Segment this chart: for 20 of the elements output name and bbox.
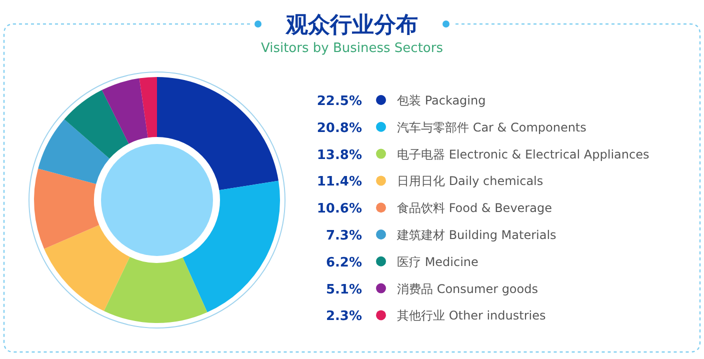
data-label: 20.8%	[316, 120, 362, 136]
legend-label: 汽车与零部件 Car & Components	[397, 120, 586, 134]
legend-label: 包装 Packaging	[397, 94, 486, 108]
legend-label: 其他行业 Other industries	[397, 308, 546, 323]
legend-label: 消费品 Consumer goods	[397, 282, 538, 296]
data-label: 7.3%	[326, 228, 362, 244]
data-label: 13.8%	[316, 148, 362, 163]
data-label: 10.6%	[316, 202, 362, 217]
data-label: 6.2%	[326, 255, 362, 270]
legend-label: 电子电器 Electronic & Electrical Appliances	[397, 147, 650, 162]
legend-label: 建筑建材 Building Materials	[396, 228, 556, 242]
data-label: 22.5%	[316, 94, 362, 109]
data-label: 5.1%	[326, 282, 362, 298]
data-label: 2.3%	[326, 309, 362, 324]
data-label: 11.4%	[316, 174, 362, 190]
chart-subtitle: Visitors by Business Sectors	[260, 41, 444, 56]
legend-label: 日用日化 Daily chemicals	[397, 174, 544, 188]
chart-title: 观众行业分布	[285, 13, 418, 38]
legend-label: 食品饮料 Food & Beverage	[397, 201, 552, 216]
legend-label: 医疗 Medicine	[397, 254, 478, 269]
